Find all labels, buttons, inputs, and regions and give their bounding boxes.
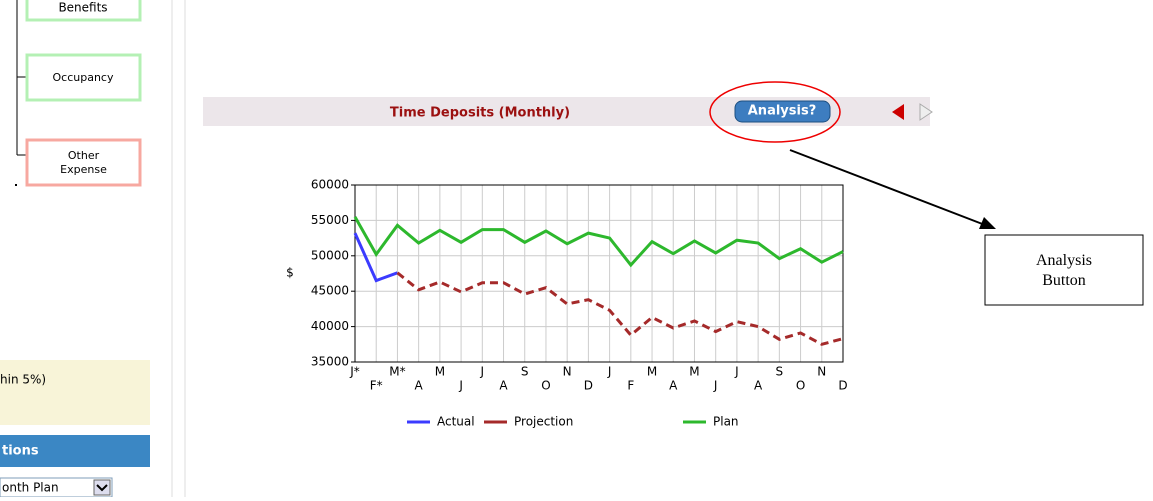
select-value: onth Plan [2, 481, 59, 495]
series-line [353, 232, 398, 283]
section-header [0, 435, 150, 467]
x-tick-label: M* [389, 365, 405, 379]
plot-border [354, 184, 844, 363]
x-tick-label: O [796, 379, 805, 393]
y-tick-label: 55000 [311, 213, 349, 227]
select-arrow[interactable] [93, 479, 111, 496]
series-line [396, 271, 844, 346]
x-tick-label: N [563, 365, 572, 379]
x-tick-label: A [499, 379, 508, 393]
callout-text: Analysis Button [1036, 252, 1092, 289]
plot-area [355, 185, 843, 362]
x-tick-label: J [458, 379, 463, 393]
note-text: hin 5%) [0, 373, 46, 387]
highlight-ellipse [709, 81, 841, 143]
tree-node-label: Occupancy [53, 71, 114, 84]
legend-label: Projection [514, 415, 573, 429]
x-tick-label: M [647, 365, 657, 379]
x-tick-label: D [838, 379, 847, 393]
y-tick-label: 45000 [311, 284, 349, 298]
x-tick-label: S [776, 365, 784, 379]
x-tick-label: M [435, 365, 445, 379]
tree-node[interactable] [25, 0, 142, 22]
x-tick-label: S [521, 365, 529, 379]
x-tick-label: A [754, 379, 763, 393]
legend-label: Actual [437, 415, 475, 429]
callout-box [984, 234, 1144, 306]
tree-node[interactable] [25, 138, 142, 187]
x-tick-label: J [713, 379, 718, 393]
callout-label: Analysis Button [1036, 252, 1092, 289]
x-tick-label: F [627, 379, 634, 393]
section-header-text: tions [2, 444, 39, 459]
analysis-button[interactable] [734, 100, 831, 123]
x-tick-label: D [584, 379, 593, 393]
chevron [96, 484, 108, 492]
x-tick-label: A [669, 379, 678, 393]
dot [15, 184, 17, 186]
tree-node[interactable] [25, 53, 142, 102]
x-tick-label: A [415, 379, 424, 393]
y-tick-label: 40000 [311, 319, 349, 333]
legend-label: Plan [713, 415, 739, 429]
tree-node-label: Benefits [58, 1, 107, 15]
y-axis-label: $ [286, 266, 294, 280]
prev-arrow[interactable] [892, 104, 904, 120]
arrow-head [979, 217, 996, 229]
x-tick-label: F* [370, 379, 383, 393]
chart: J*F*M*AMJJASONDJFMAMJJASOND3500040000450… [286, 178, 847, 429]
y-tick-label: 35000 [311, 355, 349, 369]
panel-title: Time Deposits (Monthly) [390, 106, 570, 121]
analysis-button-label: Analysis? [748, 104, 817, 119]
x-tick-label: O [541, 379, 550, 393]
x-tick-label: M [689, 365, 699, 379]
x-tick-label: J [734, 365, 739, 379]
x-tick-label: N [817, 365, 826, 379]
y-tick-label: 60000 [311, 178, 349, 192]
x-tick-label: J* [349, 365, 360, 379]
x-tick-label: J [607, 365, 612, 379]
x-tick-label: J [480, 365, 485, 379]
note-box [0, 360, 150, 425]
callout-arrow [789, 149, 986, 226]
series-line [353, 216, 844, 268]
next-arrow[interactable] [919, 103, 933, 121]
tree-node-text: Other Expense [60, 149, 107, 176]
tree-node-label: Other Expense [60, 149, 107, 176]
y-tick-label: 50000 [311, 248, 349, 262]
